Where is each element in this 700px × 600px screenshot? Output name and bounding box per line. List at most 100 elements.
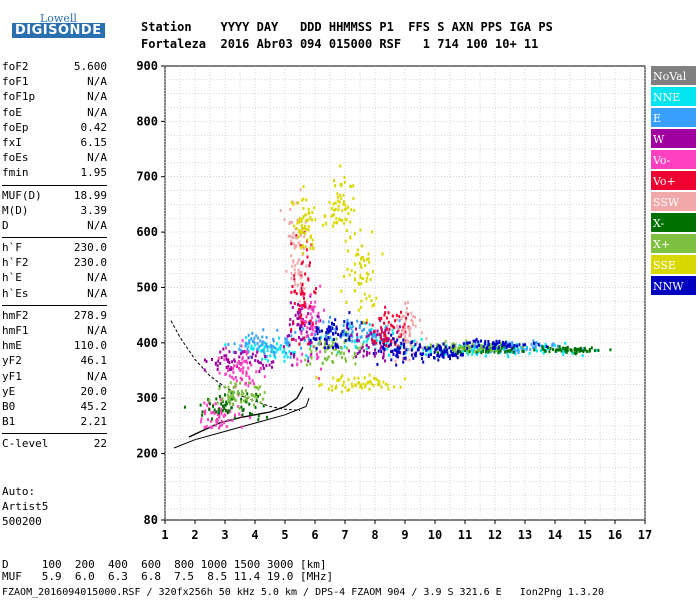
echo-point	[210, 411, 213, 415]
echo-point	[534, 345, 537, 349]
echo-point	[232, 366, 234, 370]
echo-point	[307, 342, 310, 346]
echo-point	[254, 405, 257, 409]
echo-point	[566, 349, 569, 353]
echo-point	[289, 301, 292, 305]
x-tick-label: 13	[518, 528, 532, 542]
echo-point	[219, 410, 222, 413]
echo-point	[391, 340, 394, 344]
file-info-footer: FZAOM_2016094015000.RSF / 320fx256h 50 k…	[2, 587, 605, 598]
echo-point	[220, 402, 223, 406]
echo-point	[434, 347, 437, 351]
param-separator	[2, 304, 107, 306]
echo-point	[353, 376, 356, 380]
echo-point	[253, 385, 256, 389]
echo-point	[313, 290, 316, 294]
echo-point	[563, 347, 566, 350]
echo-point	[354, 271, 357, 275]
echo-point	[205, 424, 208, 428]
echo-point	[398, 333, 401, 337]
echo-point	[337, 345, 340, 349]
echo-point	[442, 352, 445, 356]
echo-point	[270, 347, 273, 351]
echo-point	[221, 409, 224, 413]
echo-point	[450, 349, 453, 353]
echo-point	[334, 347, 337, 351]
echo-point	[409, 326, 412, 330]
echo-point	[547, 345, 549, 349]
echo-point	[406, 312, 409, 316]
echo-point	[411, 323, 414, 327]
echo-point	[244, 341, 247, 345]
echo-point	[315, 375, 318, 379]
echo-point	[336, 192, 339, 196]
echo-point	[541, 345, 544, 349]
plot-frame	[164, 65, 646, 521]
echo-point	[305, 330, 308, 334]
echo-point	[396, 346, 399, 350]
echo-point	[215, 419, 218, 423]
echo-point	[371, 323, 374, 327]
echo-point	[238, 366, 240, 370]
legend-item: NoVal	[651, 66, 696, 87]
echo-point	[386, 383, 389, 387]
echo-point	[597, 348, 600, 352]
echo-point	[302, 185, 305, 189]
echo-point	[304, 213, 307, 217]
param-row: B1 2.21	[2, 415, 107, 430]
echo-point	[297, 272, 300, 275]
echo-point	[335, 216, 338, 220]
echo-point	[218, 384, 221, 388]
echo-point	[508, 341, 511, 345]
echo-point	[310, 350, 313, 354]
echo-point	[283, 218, 286, 222]
echo-point	[368, 328, 371, 332]
echo-point	[225, 402, 228, 406]
echo-point	[495, 349, 498, 353]
param-row: hmE 110.0	[2, 339, 107, 354]
echo-point	[334, 201, 337, 205]
echo-point	[466, 341, 469, 345]
echo-point	[304, 320, 307, 323]
echo-point	[396, 324, 399, 328]
echo-point	[399, 346, 401, 350]
echo-point	[245, 352, 248, 356]
echo-point	[288, 350, 291, 354]
echo-point	[380, 350, 383, 354]
echo-point	[252, 393, 255, 397]
echo-point	[508, 344, 511, 348]
echo-point	[338, 200, 341, 204]
echo-point	[411, 346, 414, 350]
echo-point	[276, 342, 278, 346]
echo-point	[203, 401, 206, 405]
echo-point	[290, 272, 293, 275]
echo-point	[480, 339, 482, 343]
echo-point	[337, 217, 340, 221]
echo-point	[271, 350, 274, 354]
param-separator	[2, 184, 107, 186]
echo-point	[404, 335, 407, 339]
echo-point	[380, 336, 383, 340]
echo-point	[301, 290, 304, 294]
echo-point	[200, 417, 203, 421]
echo-point	[241, 413, 244, 417]
y-tick-label: 200	[136, 447, 158, 461]
echo-point	[218, 387, 221, 391]
echo-point	[224, 393, 226, 397]
echo-point	[430, 351, 433, 355]
echo-point	[351, 330, 354, 334]
echo-point	[265, 355, 268, 358]
echo-point	[296, 362, 299, 366]
echo-point	[255, 370, 258, 374]
echo-point	[536, 349, 538, 353]
echo-point	[241, 378, 244, 381]
echo-point	[251, 352, 254, 356]
echo-point	[345, 207, 348, 211]
echo-point	[451, 351, 454, 355]
x-tick-label: 8	[371, 528, 378, 542]
echo-point	[350, 269, 353, 273]
echo-point	[353, 289, 356, 293]
echo-point	[210, 425, 213, 429]
echo-point	[356, 319, 359, 323]
echo-point	[522, 350, 525, 353]
